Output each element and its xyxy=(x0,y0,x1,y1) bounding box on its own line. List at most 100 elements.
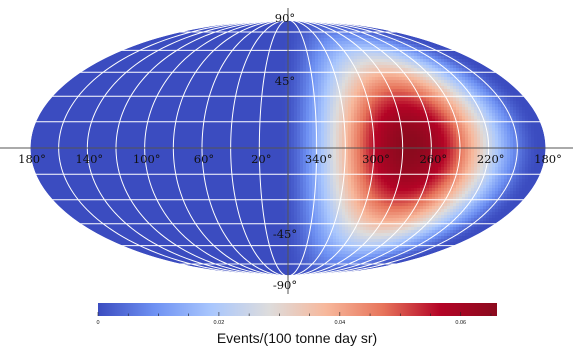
heat-cell xyxy=(342,77,346,81)
heat-cell xyxy=(399,77,403,81)
heat-cell xyxy=(384,29,388,33)
heat-cell xyxy=(177,53,181,57)
heat-cell xyxy=(102,68,106,72)
heat-cell xyxy=(156,71,160,75)
heat-cell xyxy=(396,98,400,102)
heat-cell xyxy=(132,50,136,54)
heat-cell xyxy=(213,86,217,90)
heat-cell xyxy=(426,89,430,93)
heat-cell xyxy=(369,89,373,93)
heat-cell xyxy=(237,35,241,39)
heat-cell xyxy=(366,35,370,39)
heat-cell xyxy=(126,59,130,63)
heat-cell xyxy=(189,86,193,90)
heat-cell xyxy=(285,35,289,39)
heat-cell xyxy=(321,98,325,102)
heat-cell xyxy=(222,92,226,96)
heat-cell xyxy=(252,95,256,99)
heat-cell xyxy=(225,62,229,66)
heat-cell xyxy=(270,53,274,57)
heat-cell xyxy=(261,56,265,60)
heat-cell xyxy=(372,56,376,60)
heat-cell xyxy=(252,92,256,96)
heat-cell xyxy=(210,32,214,36)
heat-cell xyxy=(117,71,121,75)
heat-cell xyxy=(360,41,364,45)
heat-cell xyxy=(219,77,223,81)
heat-cell xyxy=(315,80,319,84)
heat-cell xyxy=(474,74,478,78)
heat-cell xyxy=(417,77,421,81)
heat-cell xyxy=(219,74,223,78)
heat-cell xyxy=(168,86,172,90)
heat-cell xyxy=(228,95,232,99)
heat-cell xyxy=(390,71,394,75)
heat-cell xyxy=(498,86,502,90)
heat-cell xyxy=(111,101,115,105)
heat-cell xyxy=(504,98,508,102)
heat-cell xyxy=(180,89,184,93)
heat-cell xyxy=(405,50,409,54)
heat-cell xyxy=(417,68,421,72)
heat-cell xyxy=(381,83,385,87)
heat-cell xyxy=(306,77,310,81)
heat-cell xyxy=(384,74,388,78)
heat-cell xyxy=(432,92,436,96)
heat-cell xyxy=(75,92,79,96)
heat-cell xyxy=(108,83,112,87)
heat-cell xyxy=(228,56,232,60)
heat-cell xyxy=(396,47,400,51)
heat-cell xyxy=(234,35,238,39)
heat-cell xyxy=(180,86,184,90)
heat-cell xyxy=(303,86,307,90)
heat-cell xyxy=(102,71,106,75)
heat-cell xyxy=(201,56,205,60)
heat-cell xyxy=(228,23,232,27)
heat-cell xyxy=(252,80,256,84)
heat-cell xyxy=(153,68,157,72)
heat-cell xyxy=(129,77,133,81)
heat-cell xyxy=(195,83,199,87)
heat-cell xyxy=(144,65,148,69)
heat-cell xyxy=(228,98,232,102)
heat-cell xyxy=(120,59,124,63)
heat-cell xyxy=(357,95,361,99)
heat-cell xyxy=(321,80,325,84)
heat-cell xyxy=(228,38,232,42)
heat-cell xyxy=(321,83,325,87)
heat-cell xyxy=(165,98,169,102)
heat-cell xyxy=(123,68,127,72)
heat-cell xyxy=(177,56,181,60)
heat-cell xyxy=(120,65,124,69)
heat-cell xyxy=(105,80,109,84)
heat-cell xyxy=(198,77,202,81)
heat-cell xyxy=(378,41,382,45)
heat-cell xyxy=(66,98,70,102)
heat-cell xyxy=(273,50,277,54)
heat-cell xyxy=(333,50,337,54)
heat-cell xyxy=(396,89,400,93)
heat-cell xyxy=(150,89,154,93)
heat-cell xyxy=(267,65,271,69)
heat-cell xyxy=(219,65,223,69)
heat-cell xyxy=(414,86,418,90)
heat-cell xyxy=(324,98,328,102)
heat-cell xyxy=(195,44,199,48)
heat-cell xyxy=(144,44,148,48)
heat-cell xyxy=(249,68,253,72)
heat-cell xyxy=(96,77,100,81)
heat-cell xyxy=(225,44,229,48)
heat-cell xyxy=(399,47,403,51)
heat-cell xyxy=(240,56,244,60)
heat-cell xyxy=(420,50,424,54)
heat-cell xyxy=(105,74,109,78)
heat-cell xyxy=(282,83,286,87)
heat-cell xyxy=(393,41,397,45)
heat-cell xyxy=(195,41,199,45)
heat-cell xyxy=(288,47,292,51)
heat-cell xyxy=(138,74,142,78)
heat-cell xyxy=(390,68,394,72)
heat-cell xyxy=(366,68,370,72)
heat-cell xyxy=(300,83,304,87)
heat-cell xyxy=(180,41,184,45)
